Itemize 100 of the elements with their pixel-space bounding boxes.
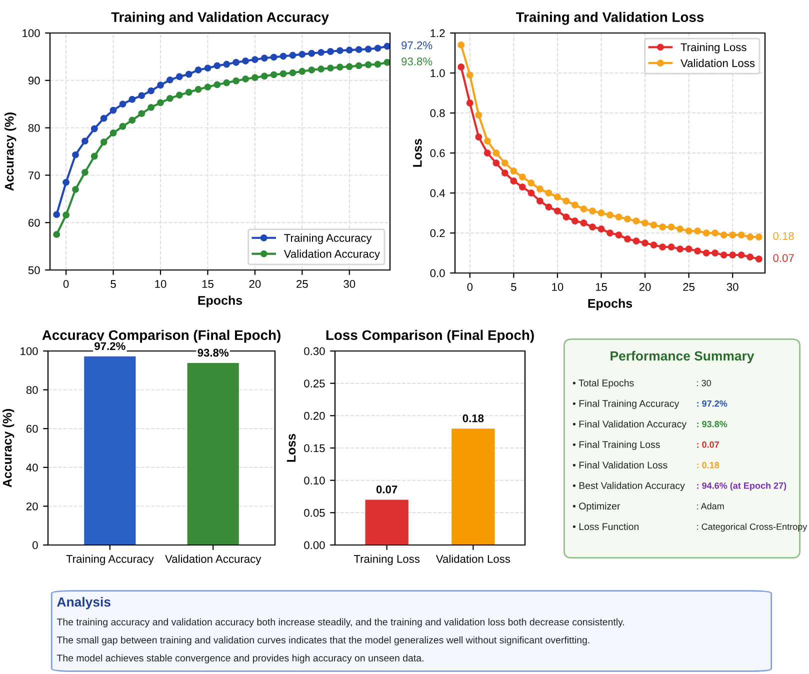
point — [166, 94, 174, 102]
chart-title: Loss Comparison (Final Epoch) — [326, 330, 534, 343]
y-tick-label: 0.05 — [304, 508, 325, 517]
text: : Adam — [697, 502, 724, 510]
point — [606, 212, 614, 218]
x-tick-label: 20 — [639, 283, 651, 291]
point — [53, 211, 60, 218]
point — [308, 50, 316, 57]
point — [510, 168, 518, 174]
y-tick-label: 0.10 — [304, 476, 325, 484]
point — [355, 46, 362, 54]
data-label: 97.2% — [94, 342, 126, 350]
point — [336, 64, 344, 71]
x-tick-label: 0 — [467, 283, 473, 291]
point — [536, 198, 544, 204]
point — [562, 198, 570, 204]
point — [615, 214, 622, 220]
point — [598, 210, 605, 216]
point — [702, 230, 710, 236]
point — [729, 252, 736, 258]
point — [668, 224, 675, 230]
x-tick-label: 10 — [155, 280, 166, 288]
point — [251, 56, 258, 64]
point — [384, 42, 390, 50]
point — [62, 212, 70, 218]
point — [298, 50, 306, 58]
y-tick-label: 100 — [22, 29, 40, 38]
point — [260, 72, 268, 80]
point — [545, 204, 552, 210]
point — [138, 92, 146, 100]
point — [289, 69, 296, 76]
text: Performance Summary — [610, 350, 754, 364]
point — [72, 151, 79, 158]
y-tick-label: 80 — [28, 124, 40, 132]
point — [157, 99, 164, 106]
y-tick-label: 80 — [26, 386, 38, 394]
text: : 93.8% — [697, 420, 728, 428]
text: 0.18 — [773, 232, 794, 240]
point — [642, 240, 648, 246]
y-axis-title: Loss — [286, 434, 296, 462]
point — [289, 52, 296, 59]
legend-label: Training Accuracy — [284, 234, 372, 244]
point — [694, 228, 702, 234]
point — [280, 70, 287, 78]
y-tick-label: 40 — [26, 464, 38, 472]
point — [624, 236, 631, 242]
point — [223, 60, 230, 68]
point — [554, 208, 561, 214]
point — [148, 104, 155, 111]
point — [659, 224, 666, 230]
y-tick-label: 0.8 — [430, 109, 445, 118]
point — [346, 63, 353, 70]
text: • Final Training Accuracy — [572, 400, 680, 409]
text: : 97.2% — [697, 400, 728, 407]
x-tick-label: Validation Accuracy — [165, 554, 262, 566]
chart-title: Training and Validation Loss — [516, 12, 704, 25]
point — [650, 222, 658, 228]
y-tick-label: 0.20 — [304, 412, 325, 420]
y-tick-label: 0.30 — [304, 347, 325, 356]
point — [589, 208, 596, 214]
x-tick-label: Validation Loss — [436, 554, 510, 563]
point — [484, 138, 491, 144]
point — [280, 52, 287, 60]
data-label: 93.8% — [198, 348, 229, 357]
text: : Categorical Cross-Entropy — [697, 523, 808, 532]
point — [242, 57, 249, 64]
point — [501, 170, 508, 176]
point — [554, 194, 561, 200]
y-tick-label: 1.0 — [430, 69, 445, 78]
point — [318, 66, 325, 72]
point — [194, 86, 202, 93]
point — [632, 238, 640, 244]
legend-label: Validation Loss — [680, 58, 755, 68]
point — [755, 256, 762, 262]
point — [260, 54, 268, 62]
point — [458, 42, 465, 48]
y-tick-label: 0.00 — [304, 541, 325, 550]
point — [518, 174, 526, 180]
point — [702, 250, 710, 256]
point — [81, 138, 88, 145]
point — [458, 64, 465, 70]
data-label: 0.18 — [462, 414, 484, 422]
y-tick-label: 0.0 — [430, 269, 445, 278]
point — [615, 232, 622, 238]
point — [492, 150, 500, 156]
point — [685, 246, 692, 252]
text: • Final Validation Loss — [572, 461, 668, 469]
text: : 94.6% (at Epoch 27) — [697, 482, 786, 491]
point — [712, 230, 719, 236]
x-tick-label: Training Loss — [354, 554, 420, 566]
point — [720, 252, 728, 258]
point — [232, 77, 240, 84]
text: • Best Validation Accuracy — [572, 482, 685, 491]
point — [536, 186, 544, 192]
y-tick-label: 0.25 — [304, 380, 325, 388]
point — [232, 58, 240, 66]
point — [624, 216, 631, 222]
point — [318, 48, 325, 56]
y-tick-label: 100 — [20, 347, 38, 356]
y-tick-label: 1.2 — [430, 29, 445, 38]
